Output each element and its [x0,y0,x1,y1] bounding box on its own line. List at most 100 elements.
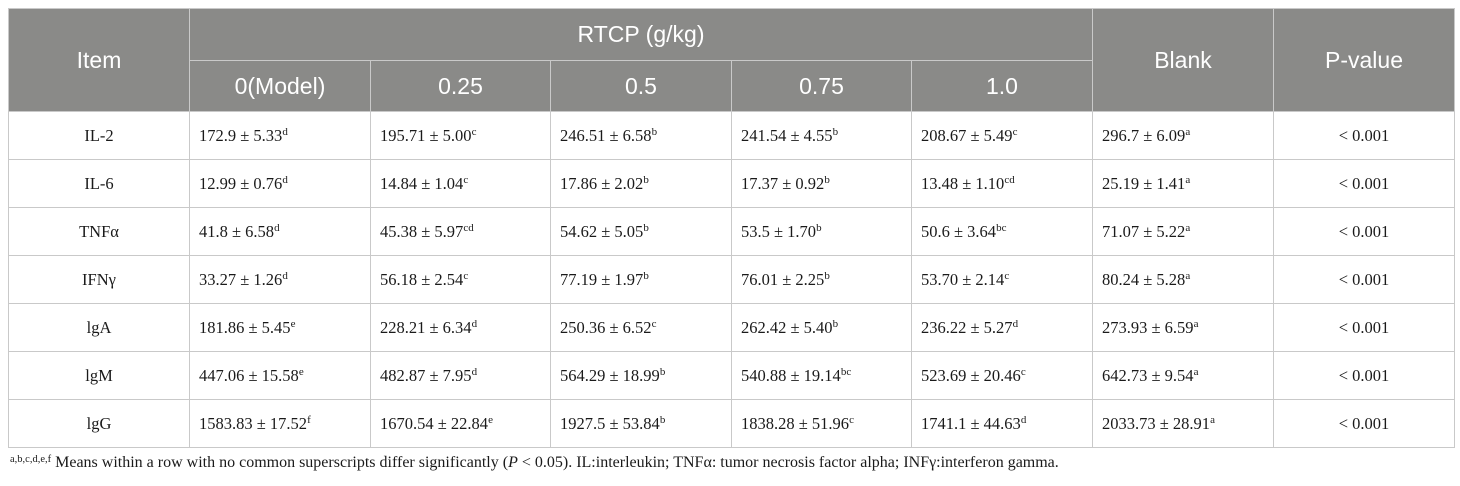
cell-superscript: a [1185,173,1191,186]
p-value-cell: < 0.001 [1273,303,1455,352]
cell-value: 1927.5 ± 53.84 [560,413,660,433]
cell-superscript: c [471,125,477,138]
value-cell: 56.18 ± 2.54c [370,255,551,304]
cell-superscript: d [274,221,280,234]
data-table: Item RTCP (g/kg) Blank P-value 0(Model) … [8,8,1455,448]
value-cell: 228.21 ± 6.34d [370,303,551,352]
cell-superscript: b [824,269,830,282]
value-cell: 17.37 ± 0.92b [731,159,912,208]
p-value-cell: < 0.001 [1273,351,1455,400]
cell-value: 80.24 ± 5.28 [1102,269,1186,289]
row-item-label: lgG [8,399,190,448]
p-value-cell: < 0.001 [1273,111,1455,160]
cell-superscript: b [651,125,658,138]
cell-superscript: d [471,365,478,378]
value-cell: 45.38 ± 5.97cd [370,207,551,256]
cell-value: 241.54 ± 4.55 [741,125,833,145]
cell-superscript: c [463,173,469,186]
header-blank: Blank [1092,8,1274,112]
p-value-cell: < 0.001 [1273,255,1455,304]
cell-value: 50.6 ± 3.64 [921,221,997,241]
cell-value: 1741.1 ± 44.63 [921,413,1021,433]
cell-value: 1670.54 ± 22.84 [380,413,489,433]
footnote-p-symbol: P [508,454,518,471]
cell-superscript: cd [1004,173,1015,186]
table-container: Item RTCP (g/kg) Blank P-value 0(Model) … [8,8,1455,472]
value-cell: 273.93 ± 6.59a [1092,303,1274,352]
value-cell: 181.86 ± 5.45e [189,303,371,352]
cell-superscript: a [1193,317,1199,330]
table-row: IL-6 12.99 ± 0.76d 14.84 ± 1.04c 17.86 ± 2.… [8,159,1455,208]
cell-value: 246.51 ± 6.58 [560,125,652,145]
header-rtcp: RTCP (g/kg) [189,8,1093,61]
cell-superscript: f [307,413,311,426]
value-cell: 54.62 ± 5.05b [550,207,732,256]
value-cell: 41.8 ± 6.58d [189,207,371,256]
cell-superscript: e [488,413,493,426]
value-cell: 50.6 ± 3.64bc [911,207,1093,256]
cell-value: 523.69 ± 20.46 [921,365,1021,385]
cell-superscript: d [471,317,478,330]
row-item-label: IL-2 [8,111,190,160]
header-dose-4: 1.0 [911,60,1093,112]
cell-superscript: d [1012,317,1019,330]
value-cell: 76.01 ± 2.25b [731,255,912,304]
cell-value: 71.07 ± 5.22 [1102,221,1186,241]
cell-value: 25.19 ± 1.41 [1102,173,1186,193]
cell-value: 17.37 ± 0.92 [741,173,825,193]
value-cell: 1583.83 ± 17.52f [189,399,371,448]
cell-value: 228.21 ± 6.34 [380,317,472,337]
cell-superscript: bc [840,365,852,378]
value-cell: 642.73 ± 9.54a [1092,351,1274,400]
cell-value: 45.38 ± 5.97 [380,221,464,241]
cell-value: 181.86 ± 5.45 [199,317,291,337]
cell-value: 236.22 ± 5.27 [921,317,1013,337]
cell-superscript: a [1210,413,1215,426]
cell-superscript: b [643,221,649,234]
footnote-text-2: < 0.05). IL:interleukin; TNFα: tumor nec… [517,454,1059,471]
cell-value: 1583.83 ± 17.52 [199,413,308,433]
cell-superscript: b [824,173,830,186]
value-cell: 564.29 ± 18.99b [550,351,732,400]
value-cell: 1670.54 ± 22.84e [370,399,551,448]
value-cell: 195.71 ± 5.00c [370,111,551,160]
footnote-text-1: Means within a row with no common supers… [51,454,509,471]
cell-value: 12.99 ± 0.76 [199,173,283,193]
cell-value: 540.88 ± 19.14 [741,365,841,385]
row-item-label: lgM [8,351,190,400]
cell-superscript: d [282,173,288,186]
value-cell: 482.87 ± 7.95d [370,351,551,400]
p-value-cell: < 0.001 [1273,399,1455,448]
table-row: lgG 1583.83 ± 17.52f 1670.54 ± 22.84e 1927.… [8,399,1455,448]
cell-superscript: a [1185,221,1191,234]
value-cell: 2033.73 ± 28.91a [1092,399,1274,448]
cell-superscript: a [1185,269,1191,282]
cell-superscript: b [659,365,666,378]
value-cell: 236.22 ± 5.27d [911,303,1093,352]
row-item-label: TNFα [8,207,190,256]
cell-superscript: c [463,269,469,282]
header-dose-2: 0.5 [550,60,732,112]
cell-superscript: c [849,413,854,426]
cell-superscript: a [1185,125,1191,138]
value-cell: 172.9 ± 5.33d [189,111,371,160]
footnote-superscripts: a,b,c,d,e,f [10,454,52,465]
value-cell: 296.7 ± 6.09a [1092,111,1274,160]
value-cell: 447.06 ± 15.58e [189,351,371,400]
cell-value: 17.86 ± 2.02 [560,173,644,193]
cell-value: 262.42 ± 5.40 [741,317,833,337]
cell-superscript: d [282,125,288,138]
value-cell: 71.07 ± 5.22a [1092,207,1274,256]
cell-value: 53.70 ± 2.14 [921,269,1005,289]
cell-value: 250.36 ± 6.52 [560,317,652,337]
cell-superscript: c [1012,125,1018,138]
cell-superscript: a [1193,365,1199,378]
value-cell: 14.84 ± 1.04c [370,159,551,208]
value-cell: 17.86 ± 2.02b [550,159,732,208]
table-row: lgA 181.86 ± 5.45e 228.21 ± 6.34d 250.36 ± … [8,303,1455,352]
row-item-label: IL-6 [8,159,190,208]
value-cell: 1927.5 ± 53.84b [550,399,732,448]
value-cell: 250.36 ± 6.52c [550,303,732,352]
cell-value: 482.87 ± 7.95 [380,365,472,385]
table-row: IL-2 172.9 ± 5.33d 195.71 ± 5.00c 246.51 ± … [8,111,1455,160]
